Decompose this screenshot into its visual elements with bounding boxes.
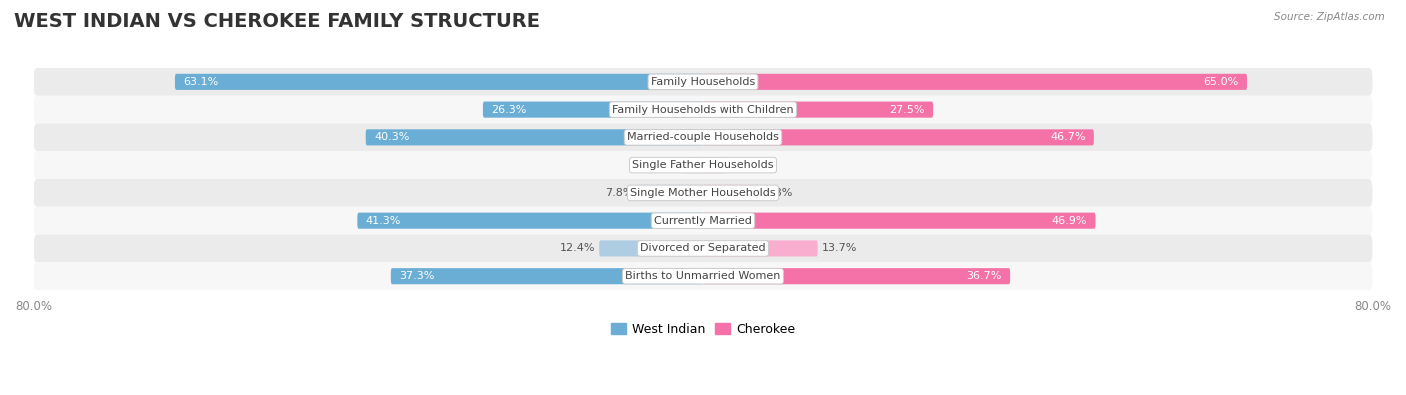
- FancyBboxPatch shape: [703, 102, 934, 118]
- Text: 7.8%: 7.8%: [605, 188, 634, 198]
- Text: Source: ZipAtlas.com: Source: ZipAtlas.com: [1274, 12, 1385, 22]
- FancyBboxPatch shape: [174, 74, 703, 90]
- FancyBboxPatch shape: [638, 185, 703, 201]
- Text: 36.7%: 36.7%: [966, 271, 1001, 281]
- FancyBboxPatch shape: [703, 268, 1010, 284]
- Text: 12.4%: 12.4%: [560, 243, 595, 254]
- FancyBboxPatch shape: [357, 213, 703, 229]
- FancyBboxPatch shape: [34, 68, 1372, 96]
- FancyBboxPatch shape: [703, 185, 759, 201]
- FancyBboxPatch shape: [34, 179, 1372, 207]
- Text: 46.7%: 46.7%: [1050, 132, 1085, 142]
- FancyBboxPatch shape: [34, 124, 1372, 151]
- Legend: West Indian, Cherokee: West Indian, Cherokee: [606, 318, 800, 341]
- FancyBboxPatch shape: [34, 207, 1372, 235]
- FancyBboxPatch shape: [482, 102, 703, 118]
- FancyBboxPatch shape: [34, 96, 1372, 124]
- FancyBboxPatch shape: [366, 129, 703, 145]
- Text: Single Father Households: Single Father Households: [633, 160, 773, 170]
- FancyBboxPatch shape: [703, 213, 1095, 229]
- Text: 41.3%: 41.3%: [366, 216, 401, 226]
- Text: 2.2%: 2.2%: [652, 160, 681, 170]
- FancyBboxPatch shape: [685, 157, 703, 173]
- FancyBboxPatch shape: [703, 157, 724, 173]
- Text: 2.6%: 2.6%: [728, 160, 758, 170]
- FancyBboxPatch shape: [703, 241, 818, 256]
- Text: Currently Married: Currently Married: [654, 216, 752, 226]
- Text: 6.8%: 6.8%: [763, 188, 793, 198]
- Text: Married-couple Households: Married-couple Households: [627, 132, 779, 142]
- Text: Family Households: Family Households: [651, 77, 755, 87]
- FancyBboxPatch shape: [703, 74, 1247, 90]
- FancyBboxPatch shape: [34, 262, 1372, 290]
- Text: WEST INDIAN VS CHEROKEE FAMILY STRUCTURE: WEST INDIAN VS CHEROKEE FAMILY STRUCTURE: [14, 12, 540, 31]
- Text: Single Mother Households: Single Mother Households: [630, 188, 776, 198]
- Text: Divorced or Separated: Divorced or Separated: [640, 243, 766, 254]
- Text: 65.0%: 65.0%: [1204, 77, 1239, 87]
- Text: 13.7%: 13.7%: [823, 243, 858, 254]
- Text: 37.3%: 37.3%: [399, 271, 434, 281]
- Text: 26.3%: 26.3%: [491, 105, 527, 115]
- Text: 63.1%: 63.1%: [183, 77, 218, 87]
- Text: 46.9%: 46.9%: [1052, 216, 1087, 226]
- FancyBboxPatch shape: [34, 151, 1372, 179]
- Text: 27.5%: 27.5%: [889, 105, 925, 115]
- FancyBboxPatch shape: [391, 268, 703, 284]
- Text: Births to Unmarried Women: Births to Unmarried Women: [626, 271, 780, 281]
- FancyBboxPatch shape: [703, 129, 1094, 145]
- Text: Family Households with Children: Family Households with Children: [612, 105, 794, 115]
- FancyBboxPatch shape: [34, 235, 1372, 262]
- Text: 40.3%: 40.3%: [374, 132, 409, 142]
- FancyBboxPatch shape: [599, 241, 703, 256]
